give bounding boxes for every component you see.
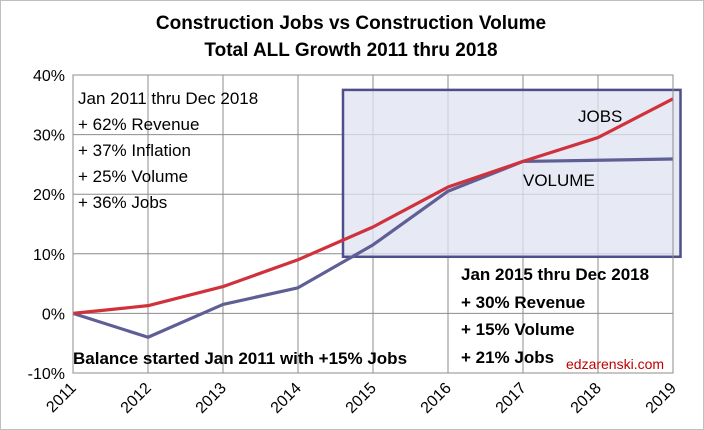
- chart-title: Construction Jobs vs Construction Volume: [156, 13, 546, 34]
- x-tick-label: 2016: [418, 380, 455, 417]
- highlight-box-layer: [341, 88, 682, 259]
- annotation-right-line-1: Jan 2015 thru Dec 2018: [461, 265, 649, 284]
- annotation-right: Jan 2015 thru Dec 2018 + 30% Revenue + 1…: [461, 265, 649, 367]
- annotation-left-line-2: + 62% Revenue: [78, 115, 199, 134]
- annotation-left-line-1: Jan 2011 thru Dec 2018: [78, 89, 258, 108]
- y-tick-label: 40%: [33, 68, 65, 85]
- x-tick-label: 2019: [643, 380, 680, 417]
- chart-subtitle: Total ALL Growth 2011 thru 2018: [204, 40, 497, 61]
- series-label-volume: VOLUME: [523, 171, 595, 190]
- annotation-left-line-3: + 37% Inflation: [78, 141, 191, 160]
- annotation-right-line-2: + 30% Revenue: [461, 293, 585, 312]
- series-line-volume: [72, 157, 674, 339]
- y-tick-label: 0%: [42, 306, 65, 323]
- x-tick-label: 2013: [193, 380, 230, 417]
- annotation-left-line-4: + 25% Volume: [78, 167, 188, 186]
- x-tick-label: 2017: [493, 380, 530, 417]
- axes-layer: 40% 30% 20% 10% 0% -10%2011 2012 2013 2014 2015 20…: [28, 68, 680, 417]
- annotation-left: Jan 2011 thru Dec 2018 + 62% Revenue + 3…: [78, 89, 258, 212]
- watermark: edzarenski.com: [566, 356, 664, 372]
- series-line-jobs: [72, 97, 674, 315]
- x-tick-label: 2018: [568, 380, 605, 417]
- x-tick-label: 2011: [43, 380, 79, 416]
- x-tick-label: 2014: [268, 380, 305, 417]
- plot-area-border: [72, 74, 674, 374]
- annotation-balance-note: Balance started Jan 2011 with +15% Jobs: [73, 349, 407, 368]
- y-tick-label: 20%: [33, 187, 65, 204]
- series-layer: [72, 97, 674, 339]
- series-label-jobs: JOBS: [578, 107, 622, 126]
- y-tick-label: 30%: [33, 128, 65, 145]
- annotation-right-line-3: + 15% Volume: [461, 320, 575, 339]
- x-tick-label: 2015: [343, 380, 380, 417]
- x-tick-label: 2012: [118, 380, 155, 417]
- annotation-left-line-5: + 36% Jobs: [78, 193, 167, 212]
- y-tick-label: -10%: [28, 366, 65, 383]
- highlight-box: [341, 88, 682, 259]
- y-tick-label: 10%: [33, 247, 65, 264]
- annotation-right-line-4: + 21% Jobs: [461, 348, 554, 367]
